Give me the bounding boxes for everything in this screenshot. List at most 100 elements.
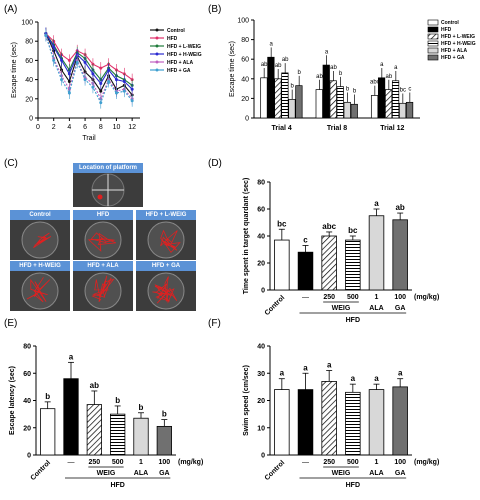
agent-label: WEIG xyxy=(332,470,351,477)
hfd-only-label: — xyxy=(68,459,75,466)
bar xyxy=(329,80,337,119)
tile-label: HFD + GA xyxy=(151,263,181,269)
panel-letter: (E) xyxy=(4,318,17,329)
swim-path-image xyxy=(10,220,70,260)
swim-path-icon xyxy=(21,221,59,259)
bar xyxy=(391,80,400,119)
y-tick-label: 80 xyxy=(23,344,31,351)
tile-header xyxy=(73,261,133,271)
control-label: Control xyxy=(264,459,287,482)
data-point xyxy=(75,60,79,64)
swim-path-icon xyxy=(147,272,185,310)
agent-label: GA xyxy=(159,470,170,477)
y-tick-label: 20 xyxy=(25,96,33,103)
y-tick-label: 100 xyxy=(21,20,33,27)
significance-letter: abc xyxy=(370,80,380,86)
data-point xyxy=(67,72,71,76)
significance-letter: b xyxy=(353,88,357,94)
dose-label: 500 xyxy=(347,294,359,301)
data-point xyxy=(67,91,71,95)
panel-d-chart: 0 20 40 60 80 Time spent in target quardant (… xyxy=(243,178,439,324)
data-point xyxy=(67,58,71,62)
legend-label: HFD + L-WEIG xyxy=(167,44,201,50)
x-tick-label: 6 xyxy=(83,124,87,131)
significance-letter: b xyxy=(139,403,144,412)
bar xyxy=(392,219,408,291)
data-point xyxy=(60,58,64,62)
bar xyxy=(295,85,303,119)
x-tick-label: 12 xyxy=(128,124,136,131)
y-tick-label: 40 xyxy=(257,344,265,351)
swim-path-image xyxy=(73,271,133,311)
dose-label: 1 xyxy=(375,294,379,301)
bar xyxy=(274,239,290,291)
significance-letter: a xyxy=(374,374,379,383)
bar xyxy=(315,89,323,119)
data-point xyxy=(91,85,95,89)
bar xyxy=(297,389,314,456)
y-tick-label: 100 xyxy=(237,18,249,25)
swim-path-image xyxy=(10,271,70,311)
legend-marker xyxy=(155,60,159,64)
significance-letter: b xyxy=(297,70,301,76)
y-tick-label: 80 xyxy=(241,37,249,44)
swim-path-image xyxy=(136,220,196,260)
y-tick-label: 0 xyxy=(245,116,249,123)
tile-header xyxy=(10,210,70,220)
agent-label: WEIG xyxy=(97,470,116,477)
significance-letter: ab xyxy=(316,74,323,80)
bar xyxy=(86,404,102,456)
y-tick-label: 40 xyxy=(241,76,249,83)
y-axis-label: Escape time (sec) xyxy=(229,41,236,97)
bar xyxy=(288,99,296,119)
panel-letter: (F) xyxy=(208,318,221,329)
legend-label: HFD + H-WEIG xyxy=(167,52,202,58)
data-point xyxy=(83,78,87,82)
bar xyxy=(297,251,314,291)
dose-label: 250 xyxy=(323,294,335,301)
panel-letter: (A) xyxy=(4,4,17,15)
x-tick-label: 4 xyxy=(67,124,71,131)
bar xyxy=(40,408,56,456)
significance-letter: a xyxy=(69,352,74,361)
significance-letter: a xyxy=(325,49,329,55)
bar xyxy=(260,77,268,119)
bar xyxy=(405,101,414,119)
agent-label: GA xyxy=(395,470,406,477)
legend-swatch xyxy=(427,33,439,40)
panel-letter: (B) xyxy=(208,4,221,15)
y-tick-label: 80 xyxy=(257,180,265,187)
bar xyxy=(398,102,407,119)
significance-letter: b xyxy=(162,410,167,419)
significance-letter: c xyxy=(303,235,308,244)
control-label: Control xyxy=(264,294,287,317)
x-tick-label: 0 xyxy=(36,124,40,131)
significance-letter: a xyxy=(280,369,285,378)
swim-path-icon xyxy=(21,272,59,310)
y-tick-label: 80 xyxy=(25,39,33,46)
significance-letter: ab xyxy=(330,65,337,71)
x-tick-label: 8 xyxy=(99,124,103,131)
dose-label: 100 xyxy=(394,294,406,301)
tile-header xyxy=(136,210,196,220)
bar xyxy=(156,425,172,456)
swim-path-icon xyxy=(147,221,185,259)
legend-marker xyxy=(155,28,159,32)
hfd-group-label: HFD xyxy=(346,317,360,324)
bar xyxy=(368,215,385,291)
hfd-only-label: — xyxy=(302,294,309,301)
swim-path-image xyxy=(136,271,196,311)
y-axis-label: Swim speed (cm/sec) xyxy=(243,365,250,436)
series-line xyxy=(45,35,133,101)
bar xyxy=(350,103,358,119)
data-point xyxy=(83,60,87,64)
bar xyxy=(368,389,385,456)
bar xyxy=(110,413,126,456)
significance-letter: a xyxy=(351,374,356,383)
bar xyxy=(377,77,386,119)
panel-letter: (C) xyxy=(4,158,18,169)
tile-header xyxy=(73,210,133,220)
legend-label: HFD + ALA xyxy=(167,60,193,66)
significance-letter: a xyxy=(380,62,384,68)
data-point xyxy=(99,66,103,70)
